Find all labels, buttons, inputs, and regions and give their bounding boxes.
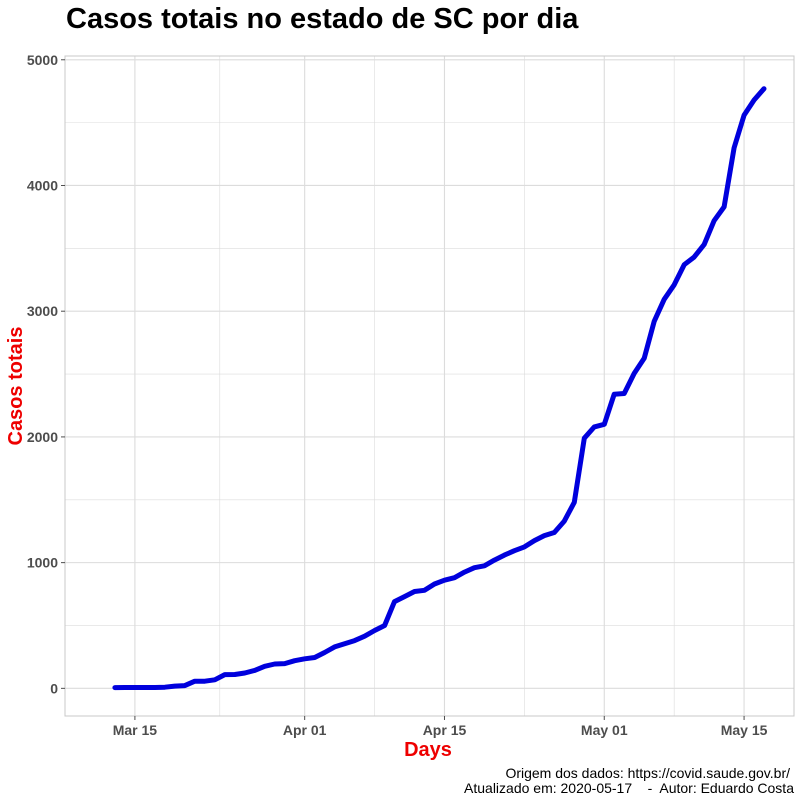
caption-updated: Atualizado em: 2020-05-17 - Autor: Eduar… — [464, 780, 794, 796]
panel-border — [64, 55, 795, 717]
minor-gridlines — [65, 56, 794, 716]
y-axis-ticks: 0 1000 2000 3000 4000 5000 — [27, 52, 65, 696]
x-axis-ticks: Mar 15 Apr 01 Apr 15 May 01 May 15 — [113, 716, 768, 738]
x-tick-label: May 15 — [721, 722, 768, 738]
y-tick-label: 5000 — [27, 52, 58, 68]
chart-title: Casos totais no estado de SC por dia — [66, 3, 579, 35]
x-axis-title: Days — [404, 739, 452, 761]
y-tick-label: 4000 — [27, 177, 58, 193]
plot-panel — [64, 55, 795, 717]
y-tick-label: 3000 — [27, 303, 58, 319]
x-tick-label: May 01 — [581, 722, 628, 738]
series-line — [112, 86, 767, 691]
y-tick-label: 2000 — [27, 429, 58, 445]
caption-source: Origem dos dados: https://covid.saude.go… — [505, 765, 790, 781]
major-gridlines — [65, 56, 794, 716]
y-tick-label: 0 — [50, 680, 58, 696]
y-axis-title: Casos totais — [5, 327, 27, 446]
x-tick-label: Apr 01 — [283, 722, 327, 738]
y-tick-label: 1000 — [27, 555, 58, 571]
x-tick-label: Apr 15 — [423, 722, 467, 738]
x-tick-label: Mar 15 — [113, 722, 158, 738]
